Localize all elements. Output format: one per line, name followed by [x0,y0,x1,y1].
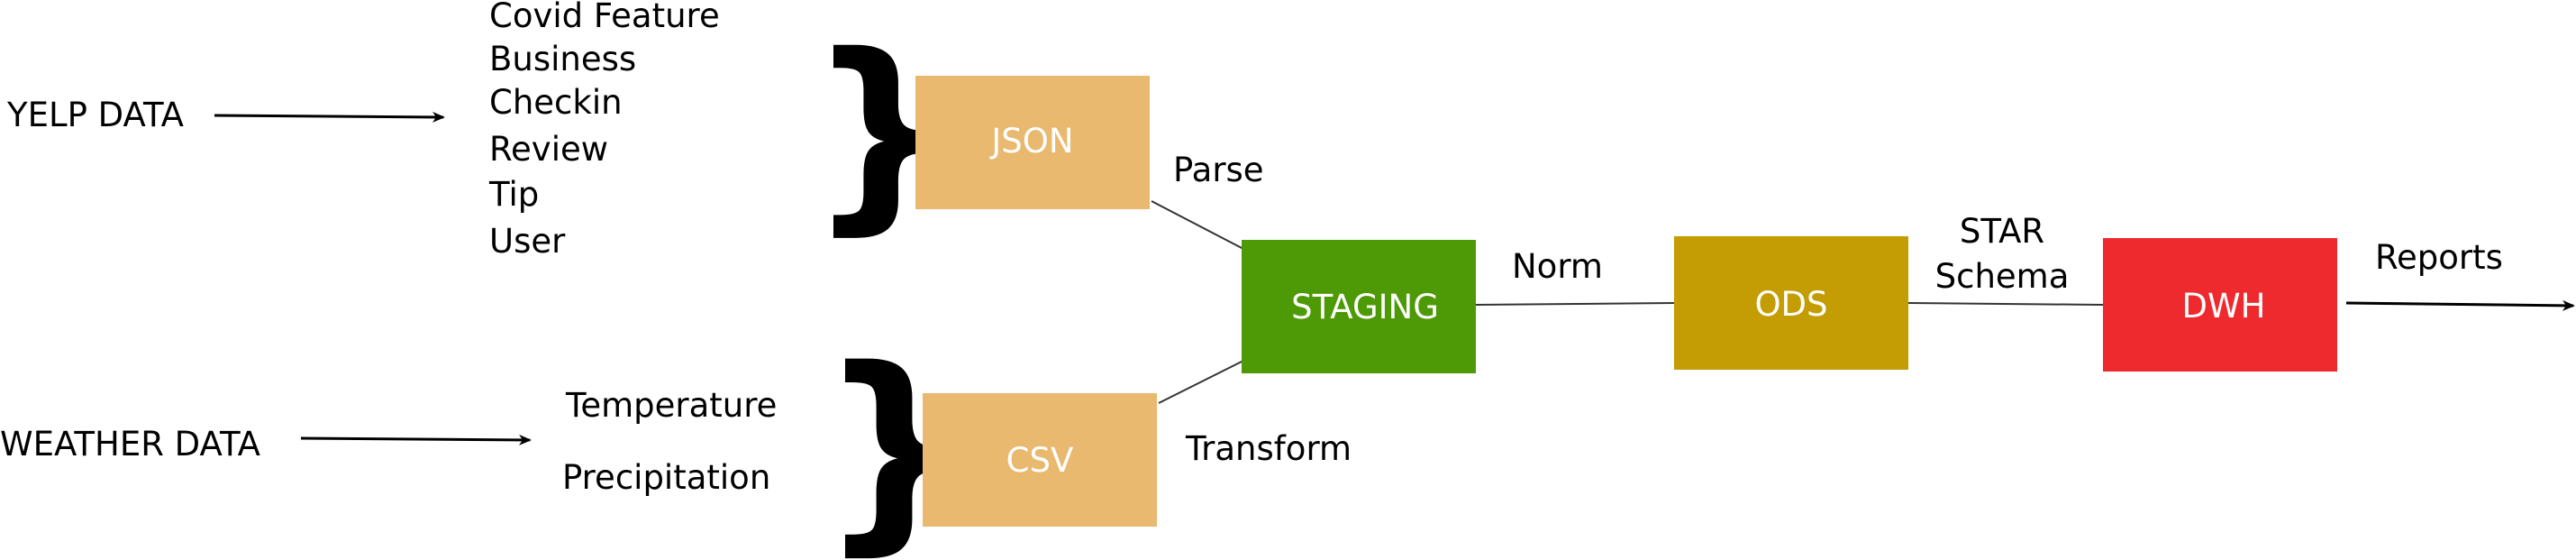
ods-to-dwh-line [1907,302,2104,306]
yelp-item-checkin: Checkin [489,83,623,122]
staging-box: STAGING [1242,240,1476,373]
parse-label: Parse [1173,151,1264,189]
yelp-item-user: User [489,222,566,261]
reports-arrow [2345,299,2575,311]
json-to-staging-line [1151,200,1244,250]
ods-box-rect [1674,236,1908,370]
reports-label: Reports [2375,238,2503,277]
transform-label: Transform [1185,429,1352,468]
csv-to-staging-line [1158,360,1244,404]
dwh-box-rect [2103,238,2337,372]
weather-arrow [300,434,532,445]
star-schema-label-line2: Schema [1935,257,2070,296]
ods-box: ODS [1674,236,1908,370]
weather-data-label: WEATHER DATA [0,425,260,464]
staging-box-label: STAGING [1291,288,1439,326]
json-box-rect [915,76,1150,209]
weather-item-precipitation: Precipitation [562,458,770,497]
yelp-arrow [214,111,445,123]
csv-box-rect [923,393,1157,527]
json-box-label: JSON [989,122,1073,161]
staging-to-ods-line [1475,302,1675,306]
yelp-item-review: Review [489,130,608,169]
norm-label: Norm [1512,247,1603,286]
star-schema-label-line1: STAR [1960,212,2044,251]
weather-item-temperature: Temperature [565,386,777,425]
ods-box-label: ODS [1754,285,1827,324]
yelp-item-business: Business [489,40,636,78]
dwh-box-label: DWH [2182,287,2266,326]
csv-box: CSV [923,393,1157,527]
yelp-data-label: YELP DATA [6,96,184,134]
json-box: JSON [915,76,1150,209]
staging-box-rect [1242,240,1476,373]
yelp-item-tip: Tip [488,175,539,214]
csv-box-label: CSV [1006,441,1074,480]
dwh-box: DWH [2103,238,2337,372]
yelp-item-covid-feature: Covid Feature [489,0,720,35]
